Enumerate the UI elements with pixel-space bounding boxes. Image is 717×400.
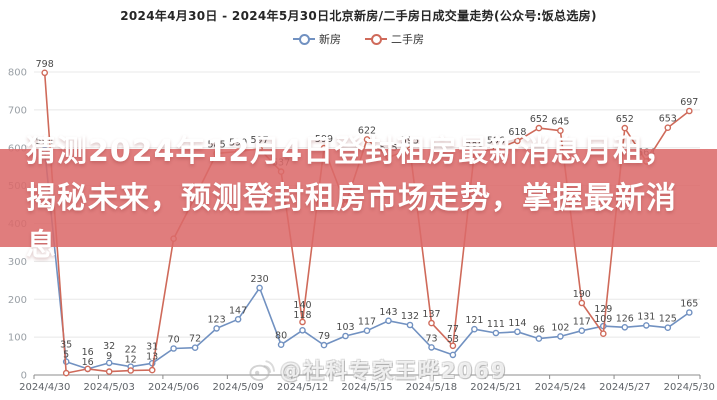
legend-item-new-homes[interactable]: 新房 — [293, 31, 341, 47]
svg-text:165: 165 — [680, 299, 698, 310]
svg-text:697: 697 — [680, 97, 698, 108]
svg-text:31: 31 — [146, 341, 158, 352]
chart-title: 2024年4月30日 - 2024年5月30日北京新房/二手房日成交量走势(公众… — [120, 9, 597, 23]
svg-text:2024/5/09: 2024/5/09 — [212, 382, 263, 393]
line-circle-marker-icon — [293, 34, 315, 45]
svg-text:575: 575 — [379, 143, 397, 154]
svg-text:96: 96 — [533, 325, 545, 336]
svg-text:123: 123 — [208, 314, 226, 325]
svg-text:103: 103 — [336, 322, 354, 333]
svg-text:13: 13 — [146, 351, 158, 362]
weibo-icon — [249, 360, 275, 382]
svg-text:77: 77 — [447, 324, 459, 335]
svg-text:585: 585 — [208, 139, 226, 150]
legend-item-label: 新房 — [319, 33, 341, 46]
svg-text:70: 70 — [168, 335, 180, 346]
svg-text:599: 599 — [315, 134, 333, 145]
svg-text:114: 114 — [508, 318, 526, 329]
overlay-banner: 猜测2024年12月4日登封租房最新消息月租，揭秘未来，预测登封租房市场走势，掌… — [0, 134, 717, 263]
svg-text:132: 132 — [401, 311, 419, 322]
svg-text:798: 798 — [36, 59, 54, 70]
svg-text:595: 595 — [401, 136, 419, 147]
svg-text:618: 618 — [508, 127, 526, 138]
svg-text:140: 140 — [293, 300, 311, 311]
svg-text:102: 102 — [551, 322, 569, 333]
svg-text:16: 16 — [82, 347, 94, 358]
svg-text:2024/5/24: 2024/5/24 — [535, 382, 586, 393]
chart-legend: 新房 二手房 — [0, 31, 717, 47]
svg-text:111: 111 — [487, 319, 505, 330]
svg-text:596: 596 — [487, 135, 505, 146]
svg-text:2024/5/21: 2024/5/21 — [470, 382, 521, 393]
svg-text:125: 125 — [659, 314, 677, 325]
svg-text:230: 230 — [251, 274, 269, 285]
svg-text:2024/5/06: 2024/5/06 — [148, 382, 199, 393]
svg-text:9: 9 — [106, 351, 112, 362]
svg-text:121: 121 — [465, 315, 483, 326]
svg-text:645: 645 — [551, 117, 569, 128]
svg-text:73: 73 — [425, 333, 437, 344]
svg-text:590: 590 — [229, 138, 247, 149]
svg-text:2024/4/30: 2024/4/30 — [19, 382, 70, 393]
svg-text:653: 653 — [659, 114, 677, 125]
svg-text:600: 600 — [8, 143, 27, 154]
svg-text:652: 652 — [616, 114, 634, 125]
svg-text:2024/5/15: 2024/5/15 — [341, 382, 392, 393]
svg-text:147: 147 — [229, 305, 247, 316]
svg-text:117: 117 — [358, 317, 376, 328]
svg-text:131: 131 — [637, 311, 655, 322]
line-circle-marker-icon — [365, 34, 387, 45]
svg-text:79: 79 — [318, 331, 330, 342]
svg-text:5: 5 — [63, 350, 69, 361]
svg-text:2024/5/27: 2024/5/27 — [599, 382, 650, 393]
legend-item-secondhand-homes[interactable]: 二手房 — [365, 31, 424, 47]
svg-text:80: 80 — [275, 331, 287, 342]
legend-item-label: 二手房 — [391, 33, 424, 46]
svg-text:700: 700 — [8, 105, 27, 116]
svg-text:0: 0 — [21, 371, 27, 382]
svg-text:588: 588 — [465, 138, 483, 149]
svg-text:126: 126 — [616, 313, 634, 324]
svg-text:22: 22 — [125, 345, 137, 356]
svg-text:129: 129 — [594, 304, 612, 315]
svg-text:137: 137 — [422, 309, 440, 320]
svg-text:597: 597 — [251, 135, 269, 146]
svg-text:200: 200 — [8, 295, 27, 306]
svg-text:622: 622 — [358, 125, 376, 136]
svg-text:32: 32 — [103, 341, 115, 352]
svg-text:2024/5/12: 2024/5/12 — [277, 382, 328, 393]
svg-text:16: 16 — [82, 357, 94, 368]
svg-text:35: 35 — [60, 340, 72, 351]
svg-text:594: 594 — [36, 136, 54, 147]
svg-text:2024/5/30: 2024/5/30 — [664, 382, 715, 393]
svg-text:652: 652 — [530, 114, 548, 125]
svg-text:100: 100 — [8, 333, 27, 344]
svg-text:143: 143 — [379, 307, 397, 318]
svg-text:109: 109 — [594, 314, 612, 325]
svg-text:117: 117 — [573, 317, 591, 328]
watermark: @社科专家王晔2069 — [248, 355, 507, 385]
svg-text:190: 190 — [573, 289, 591, 300]
svg-text:118: 118 — [293, 310, 311, 321]
svg-text:2024/5/03: 2024/5/03 — [84, 382, 135, 393]
svg-text:72: 72 — [189, 334, 201, 345]
svg-text:12: 12 — [125, 355, 137, 366]
svg-text:300: 300 — [8, 257, 27, 268]
svg-text:2024/5/18: 2024/5/18 — [406, 382, 457, 393]
overlay-text: 猜测2024年12月4日登封租房最新消息月租，揭秘未来，预测登封租房市场走势，掌… — [26, 133, 677, 263]
svg-text:800: 800 — [8, 68, 27, 79]
watermark-text: @社科专家王晔2069 — [280, 359, 508, 383]
svg-text:53: 53 — [447, 334, 459, 345]
